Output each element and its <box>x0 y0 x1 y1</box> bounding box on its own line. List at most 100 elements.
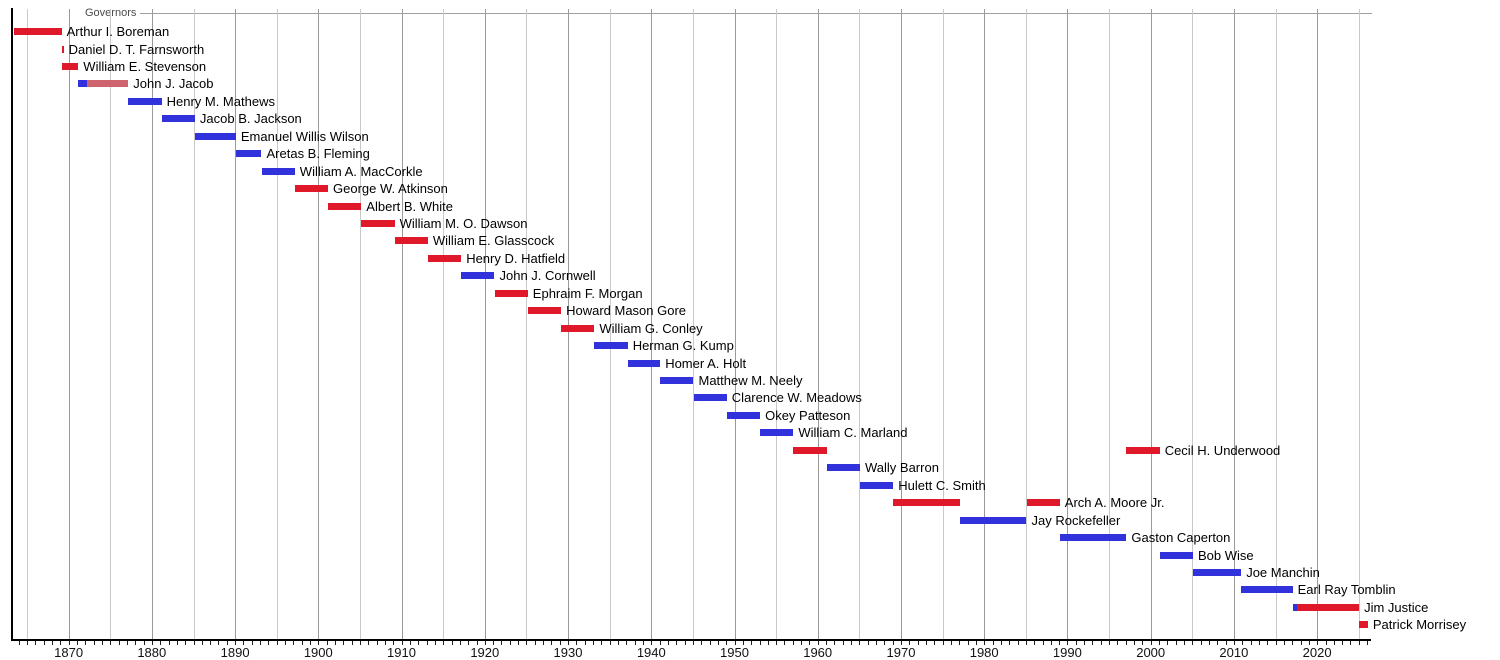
governor-label[interactable]: Emanuel Willis Wilson <box>240 128 369 144</box>
governor-label[interactable]: Clarence W. Meadows <box>731 390 862 406</box>
axis-tick <box>301 641 303 645</box>
governor-label[interactable]: Ephraim F. Morgan <box>532 285 643 301</box>
governor-label[interactable]: Wally Barron <box>865 460 939 476</box>
governor-label[interactable]: Albert B. White <box>366 198 453 214</box>
governor-label[interactable]: William C. Marland <box>798 425 908 441</box>
term-bar <box>1126 446 1160 454</box>
governor-label[interactable]: Earl Ray Tomblin <box>1297 582 1396 598</box>
governor-label[interactable]: Jim Justice <box>1364 599 1429 615</box>
axis-tick <box>1067 641 1069 645</box>
governor-label[interactable]: Henry M. Mathews <box>166 93 275 109</box>
gridline <box>193 9 195 639</box>
axis-tick-label: 1930 <box>553 645 583 660</box>
axis-tick <box>734 641 736 645</box>
axis-tick <box>1034 641 1036 645</box>
axis-tick <box>160 641 162 645</box>
axis-tick <box>409 641 411 645</box>
axis-tick <box>526 641 528 645</box>
axis-tick <box>1000 641 1002 645</box>
axis-tick <box>468 641 470 645</box>
axis-tick <box>851 641 852 645</box>
axis-tick <box>1134 641 1135 645</box>
axis-tick-label: 1940 <box>636 645 666 660</box>
axis-tick <box>226 641 228 645</box>
axis-tick <box>817 641 819 645</box>
governor-label[interactable]: William M. O. Dawson <box>399 215 528 231</box>
axis-tick <box>1250 641 1252 645</box>
term-bar <box>1292 603 1298 611</box>
axis-tick <box>185 641 187 645</box>
axis-tick <box>1300 641 1302 645</box>
governor-label[interactable]: Okey Patteson <box>765 407 851 423</box>
axis-tick <box>1167 641 1169 645</box>
governor-label[interactable]: William E. Stevenson <box>83 58 207 74</box>
axis-tick <box>1242 641 1244 645</box>
axis-tick-label: 1890 <box>220 645 250 660</box>
governor-label[interactable]: Jay Rockefeller <box>1031 512 1121 528</box>
governor-label[interactable]: Jacob B. Jackson <box>199 111 302 127</box>
axis-tick <box>509 641 511 645</box>
governor-label[interactable]: John J. Cornwell <box>499 268 596 284</box>
axis-tick <box>984 641 986 645</box>
axis-tick <box>925 641 927 645</box>
axis-tick <box>110 641 112 645</box>
governor-label[interactable]: Joe Manchin <box>1246 564 1320 580</box>
axis-tick <box>1367 641 1369 645</box>
governor-label[interactable]: John J. Jacob <box>133 76 214 92</box>
governor-label[interactable]: Gaston Caperton <box>1131 530 1231 545</box>
term-bar <box>328 202 362 210</box>
governor-label[interactable]: William G. Conley <box>599 320 703 336</box>
governor-label[interactable]: Patrick Morrisey <box>1372 617 1467 633</box>
governor-label[interactable]: Arthur I. Boreman <box>66 24 170 39</box>
axis-tick <box>401 641 403 645</box>
axis-tick <box>642 641 644 645</box>
axis-tick <box>1308 641 1310 645</box>
term-bar <box>461 272 495 280</box>
axis-tick <box>559 641 561 645</box>
gridline <box>901 9 902 639</box>
axis-tick <box>1350 641 1352 645</box>
governor-label[interactable]: William A. MacCorkle <box>299 163 423 179</box>
governor-label[interactable]: Bob Wise <box>1198 547 1254 563</box>
axis-tick <box>501 641 503 645</box>
gridline <box>734 9 736 639</box>
axis-tick <box>1100 641 1102 645</box>
axis-tick <box>27 641 28 645</box>
y-axis-line <box>11 8 13 640</box>
governor-label[interactable]: Howard Mason Gore <box>566 303 687 319</box>
axis-tick <box>1175 641 1177 645</box>
axis-tick-label: 1950 <box>720 645 749 660</box>
term-bar <box>235 150 262 158</box>
governor-label[interactable]: George W. Atkinson <box>333 181 448 196</box>
term-bar <box>660 377 694 384</box>
axis-tick <box>1200 641 1202 645</box>
gridline <box>1233 9 1235 639</box>
term-bar <box>1059 534 1127 541</box>
term-bar <box>61 45 64 53</box>
axis-tick <box>618 641 619 645</box>
governor-label[interactable]: Daniel D. T. Farnsworth <box>68 41 205 57</box>
axis-tick <box>35 641 37 645</box>
governor-label[interactable]: Arch A. Moore Jr. <box>1064 495 1165 511</box>
term-bar <box>627 359 661 367</box>
governor-label[interactable]: Herman G. Kump <box>632 338 734 354</box>
governor-label[interactable]: Matthew M. Neely <box>698 373 803 388</box>
term-bar <box>893 499 960 507</box>
term-bar <box>86 80 129 88</box>
governor-label[interactable]: Cecil H. Underwood <box>1164 442 1281 458</box>
term-bar <box>128 97 162 105</box>
governor-label[interactable]: Homer A. Holt <box>665 355 747 371</box>
governor-label[interactable]: Henry D. Hatfield <box>466 250 566 266</box>
axis-tick <box>285 641 286 645</box>
governor-label[interactable]: Aretas B. Fleming <box>266 146 370 162</box>
axis-tick <box>759 641 761 645</box>
axis-tick <box>967 641 969 645</box>
axis-tick <box>1084 641 1086 645</box>
governor-label[interactable]: William E. Glasscock <box>432 233 555 249</box>
gridline <box>942 9 944 639</box>
gridline <box>151 9 153 639</box>
axis-tick <box>335 641 336 645</box>
axis-tick <box>892 641 894 645</box>
governor-label[interactable]: Hulett C. Smith <box>898 477 986 493</box>
axis-tick <box>950 641 952 645</box>
